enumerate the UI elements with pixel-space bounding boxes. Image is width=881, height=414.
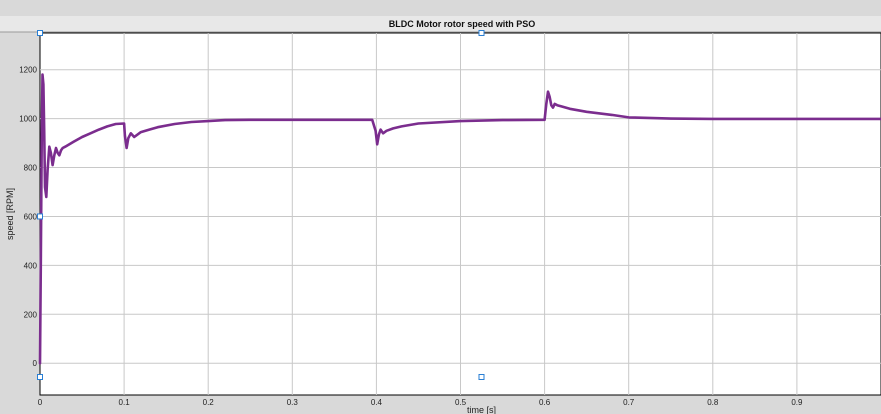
x-tick-label: 0.4 (371, 398, 383, 407)
chart-title: BLDC Motor rotor speed with PSO (389, 19, 536, 29)
selection-handle[interactable] (37, 213, 43, 220)
selection-handle[interactable] (37, 374, 43, 380)
x-tick-label: 0.6 (539, 398, 551, 407)
x-tick-label: 0.9 (791, 398, 803, 407)
x-tick-label: 0.2 (203, 398, 215, 407)
y-tick-label: 800 (24, 164, 38, 173)
x-tick-label: 0 (38, 398, 43, 407)
series-line (38, 73, 881, 365)
x-tick-label: 0.3 (287, 398, 299, 407)
y-axis-title: speed [RPM] (5, 188, 15, 240)
selection-handle[interactable] (37, 30, 43, 36)
y-tick-label: 200 (24, 310, 38, 319)
x-tick-label: 0.1 (119, 398, 131, 407)
x-tick-label: 0.7 (623, 398, 635, 407)
series-group (38, 73, 881, 365)
y-tick-label: 600 (24, 212, 38, 221)
y-tick-label: 0 (33, 359, 38, 368)
x-axis-title: time [s] (467, 405, 496, 414)
selection-handle[interactable] (478, 30, 485, 36)
tick-labels: 0 0.1 0.2 0.3 0.4 0.5 0.6 0.7 0.8 0.9 0 200 400 600 80… (19, 66, 803, 407)
y-tick-label: 400 (24, 261, 38, 270)
y-tick-label: 1200 (19, 66, 37, 75)
y-tick-label: 1000 (19, 115, 37, 124)
x-tick-label: 0.5 (455, 398, 467, 407)
x-tick-label: 0.8 (707, 398, 719, 407)
title-bar (0, 16, 881, 32)
selection-handles[interactable] (37, 30, 485, 380)
selection-handle[interactable] (478, 374, 485, 380)
